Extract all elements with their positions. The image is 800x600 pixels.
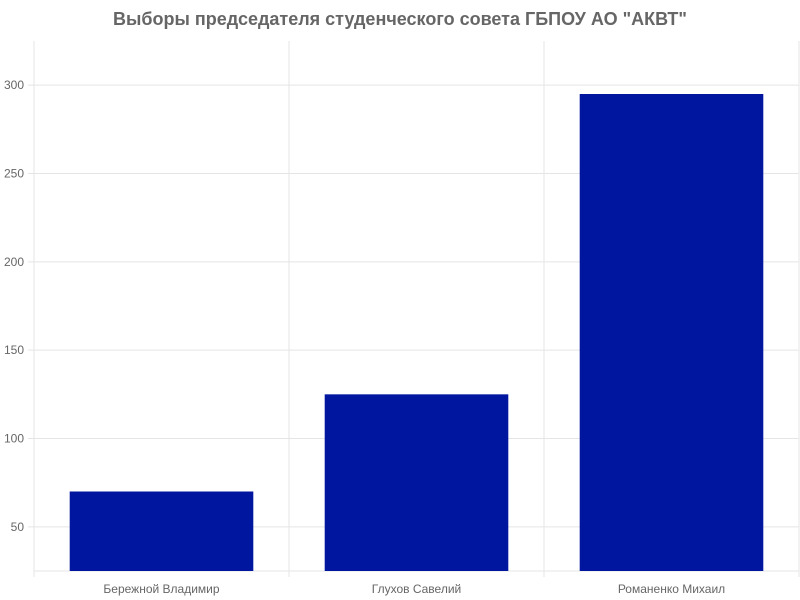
chart-title: Выборы председателя студенческого совета…: [113, 9, 687, 29]
bar: [324, 394, 509, 571]
y-axis-ticks: 50 100 150 200 250 300: [4, 78, 24, 534]
y-tick-label: 250: [4, 167, 24, 181]
y-tick-label: 50: [11, 520, 25, 534]
y-tick-label: 100: [4, 432, 24, 446]
y-tick-label: 300: [4, 78, 24, 92]
x-axis-ticks: Бережной Владимир Глухов Савелий Романенко…: [103, 582, 725, 596]
x-tick-label: Романенко Михаил: [618, 582, 725, 596]
bars: [69, 94, 764, 571]
bar: [579, 94, 764, 571]
x-tick-label: Бережной Владимир: [103, 582, 219, 596]
y-tick-label: 150: [4, 343, 24, 357]
bar: [69, 491, 254, 571]
y-tick-label: 200: [4, 255, 24, 269]
x-tick-label: Глухов Савелий: [372, 582, 461, 596]
